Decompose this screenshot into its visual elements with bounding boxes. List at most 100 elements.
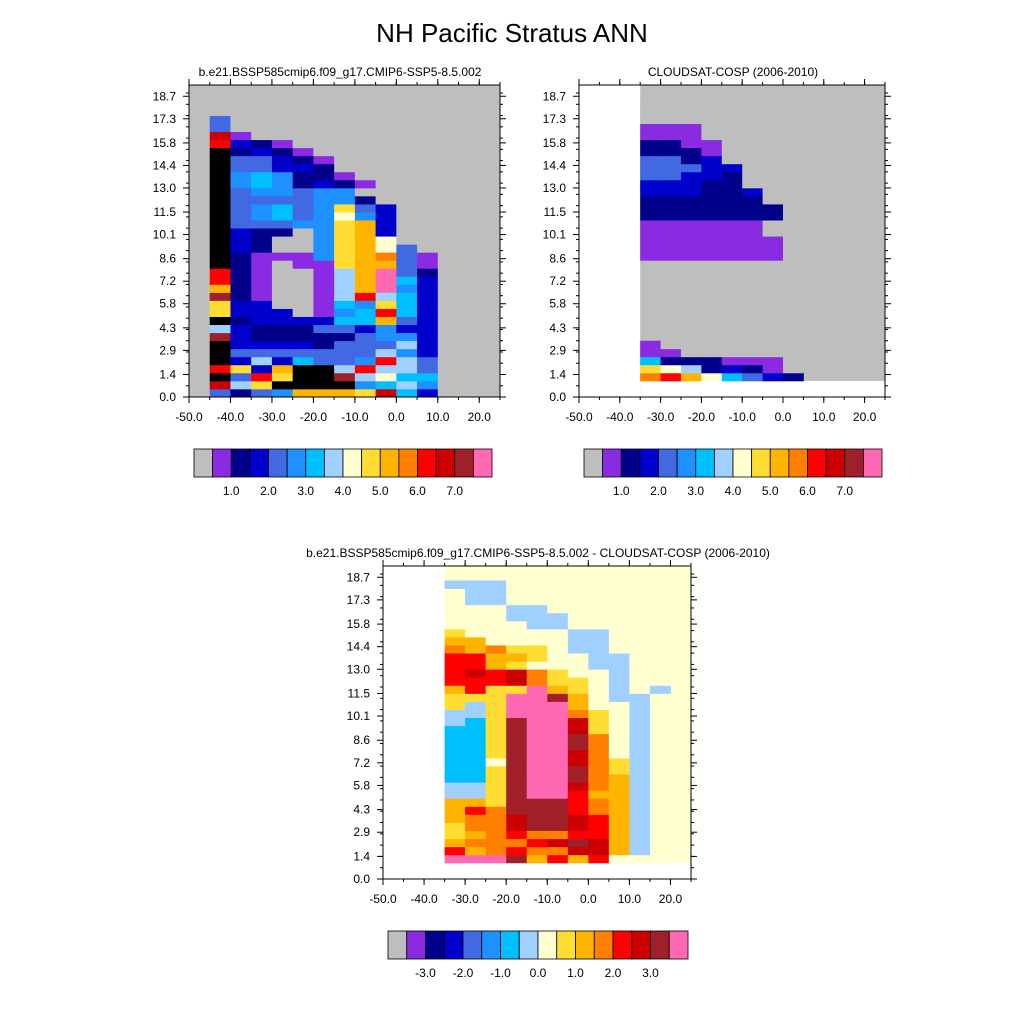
heatmap-cell: [649, 790, 671, 799]
colorbar-box: [602, 448, 622, 478]
heatmap-cell: [313, 308, 335, 317]
heatmap-cell: [526, 757, 548, 767]
heatmap-cell: [681, 123, 702, 133]
colorbar-box: [825, 448, 846, 478]
y-tick-label: 13.0: [153, 181, 177, 195]
heatmap-cell: [292, 324, 314, 334]
heatmap-cell: [721, 107, 743, 116]
heatmap-cell: [354, 163, 376, 173]
colorbar-label: 3.0: [642, 966, 659, 980]
heatmap-cell: [567, 709, 589, 719]
heatmap-cell: [230, 220, 252, 229]
heatmap-cell: [547, 693, 569, 702]
colorbar-label: -1.0: [490, 966, 511, 980]
heatmap-cell: [313, 155, 335, 165]
heatmap-cell: [649, 774, 671, 783]
heatmap-cell: [629, 774, 651, 783]
heatmap-cell: [271, 163, 294, 173]
heatmap-cell: [465, 854, 487, 864]
heatmap-cell: [701, 99, 723, 108]
heatmap-cell: [608, 846, 630, 856]
heatmap-cell: [485, 669, 507, 678]
heatmap-cell: [209, 276, 231, 285]
heatmap-cell: [649, 782, 671, 791]
y-tick-label: 13.0: [347, 662, 371, 676]
heatmap-cell: [701, 139, 723, 149]
heatmap-cell: [485, 628, 507, 638]
colorbar: -3.0 -2.0 -1.0 0.0 1.0 2.0 3.0: [387, 930, 689, 980]
heatmap-cell: [396, 187, 418, 197]
heatmap-cell: [660, 179, 682, 189]
heatmap-cell: [742, 139, 763, 149]
colorbar-box: [631, 930, 651, 960]
heatmap-cell: [334, 155, 356, 165]
heatmap-cell: [417, 300, 439, 309]
heatmap-cell: [649, 628, 671, 638]
heatmap-cell: [588, 612, 610, 622]
heatmap-cell: [465, 701, 487, 710]
heatmap-cell: [334, 364, 356, 374]
heatmap-cell: [762, 356, 784, 366]
heatmap-cell: [334, 300, 356, 309]
heatmap-cell: [547, 790, 569, 799]
colorbar-box: [788, 448, 808, 478]
heatmap-cell: [334, 139, 356, 149]
heatmap-cell: [354, 187, 376, 197]
heatmap-cell: [608, 653, 630, 662]
heatmap-cell: [444, 733, 466, 743]
heatmap-cell: [396, 356, 418, 366]
heatmap-cell: [640, 147, 661, 157]
heatmap-cell: [588, 782, 610, 791]
heatmap-cell: [271, 147, 294, 157]
heatmap-cell: [354, 284, 376, 293]
heatmap-cell: [189, 228, 211, 237]
heatmap-cell: [629, 693, 651, 702]
heatmap-cell: [209, 364, 231, 374]
heatmap-cell: [313, 220, 335, 229]
heatmap-cell: [251, 107, 273, 116]
heatmap-cell: [271, 155, 294, 165]
heatmap-cell: [608, 588, 630, 598]
heatmap-cell: [396, 276, 418, 285]
heatmap-cell: [526, 774, 548, 783]
x-tick-label: -30.0: [258, 410, 286, 424]
heatmap-cell: [640, 123, 661, 133]
heatmap-cell: [437, 179, 459, 189]
heatmap-cell: [660, 348, 682, 358]
heatmap-cell: [189, 179, 211, 189]
heatmap-cell: [375, 204, 397, 213]
heatmap-cell: [721, 220, 743, 229]
heatmap-cell: [547, 846, 569, 856]
heatmap-cell: [437, 131, 459, 141]
heatmap-cell: [271, 228, 294, 237]
heatmap-cell: [506, 612, 528, 622]
heatmap-cell: [547, 628, 569, 638]
heatmap-cell: [313, 139, 335, 149]
heatmap-cell: [230, 284, 252, 293]
heatmap-cell: [375, 195, 397, 205]
heatmap-cell: [251, 204, 273, 213]
heatmap-cell: [334, 195, 356, 205]
heatmap-cell: [444, 709, 466, 719]
heatmap-cell: [465, 830, 487, 840]
heatmap-cell: [640, 340, 661, 350]
heatmap-cell: [417, 204, 439, 213]
y-tick-label: 5.8: [353, 778, 370, 792]
heatmap-cell: [375, 260, 397, 269]
colorbar-box: [425, 930, 445, 960]
colorbar-box: [537, 930, 558, 960]
heatmap-cell: [681, 99, 702, 108]
heatmap-cell: [762, 348, 784, 358]
heatmap-cell: [485, 757, 507, 767]
x-tick-label: -50.0: [565, 410, 593, 424]
heatmap-cell: [783, 244, 804, 253]
heatmap-cell: [375, 220, 397, 229]
heatmap-cell: [640, 171, 661, 181]
heatmap-cell: [334, 316, 356, 326]
heatmap-cell: [783, 155, 804, 165]
heatmap-cell: [629, 766, 651, 775]
heatmap-cell: [588, 669, 610, 678]
heatmap-cell: [629, 782, 651, 791]
heatmap-cell: [526, 701, 548, 710]
heatmap-cell: [701, 163, 723, 173]
